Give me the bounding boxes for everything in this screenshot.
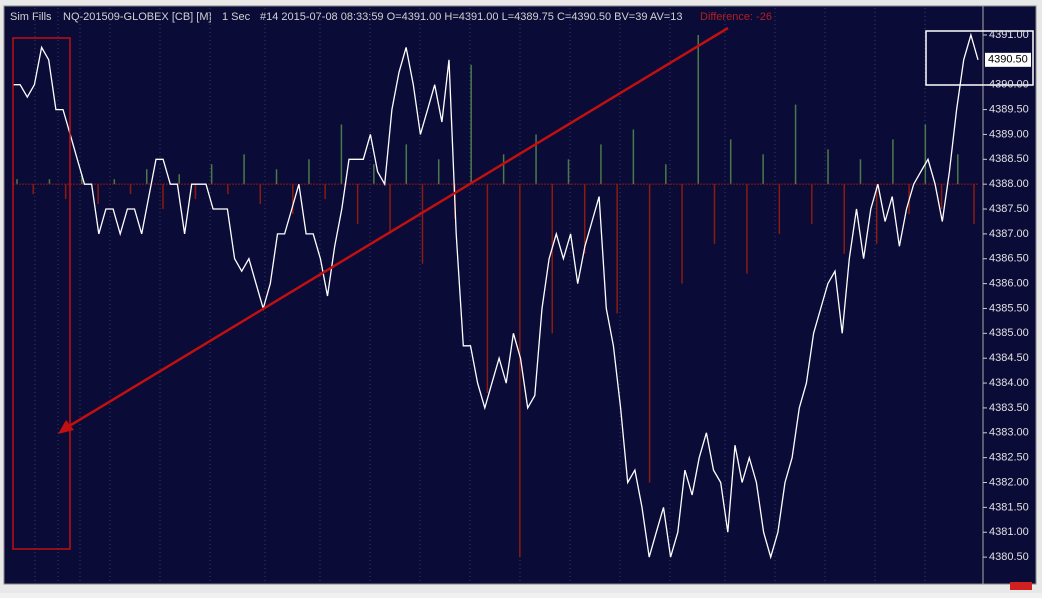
y-tick-label: 4381.50 xyxy=(989,501,1029,513)
y-tick-label: 4386.50 xyxy=(989,253,1029,265)
bar-info: #14 2015-07-08 08:33:59 O=4391.00 H=4391… xyxy=(260,11,682,23)
y-tick-label: 4387.50 xyxy=(989,203,1029,215)
interval: 1 Sec xyxy=(222,11,251,23)
y-tick-label: 4382.50 xyxy=(989,452,1029,464)
instrument: NQ-201509-GLOBEX [CB] [M] xyxy=(63,11,212,23)
price-line xyxy=(13,32,979,560)
y-tick-label: 4389.00 xyxy=(989,128,1029,140)
y-tick-label: 4381.00 xyxy=(989,526,1029,538)
y-tick-label: 4389.50 xyxy=(989,103,1029,115)
y-tick-label: 4380.50 xyxy=(989,551,1029,563)
arrow-head xyxy=(58,420,74,434)
y-tick-label: 4388.00 xyxy=(989,178,1029,190)
y-tick-label: 4382.00 xyxy=(989,476,1029,488)
difference-bars xyxy=(13,34,978,558)
y-tick-label: 4391.00 xyxy=(989,29,1029,41)
corner-marker xyxy=(1010,582,1032,590)
price-line-group xyxy=(13,32,979,560)
y-tick-label: 4383.00 xyxy=(989,427,1029,439)
y-tick-label: 4384.00 xyxy=(989,377,1029,389)
y-tick-label: 4383.50 xyxy=(989,402,1029,414)
y-tick-label: 4385.50 xyxy=(989,302,1029,314)
y-tick-label: 4390.00 xyxy=(989,79,1029,91)
y-tick-label: 4387.00 xyxy=(989,228,1029,240)
y-tick-label: 4385.00 xyxy=(989,327,1029,339)
last-price-box xyxy=(925,30,1034,86)
arrow-line xyxy=(65,26,729,430)
y-tick-label: 4384.50 xyxy=(989,352,1029,364)
last-price-tag xyxy=(985,52,1031,67)
y-tick-label: 4386.00 xyxy=(989,278,1029,290)
highlight-box xyxy=(12,37,71,550)
chart-title: Sim Fills xyxy=(10,11,52,23)
last-price-label: 4390.50 xyxy=(988,54,1028,66)
y-tick-label: 4388.50 xyxy=(989,153,1029,165)
difference: Difference: -26 xyxy=(700,11,772,23)
